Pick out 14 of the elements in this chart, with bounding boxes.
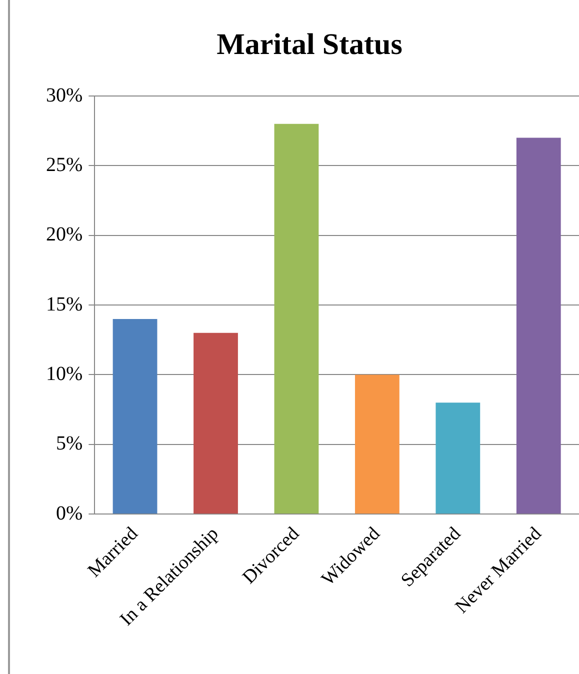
y-tick-label: 0% [56, 502, 83, 524]
y-tick-label: 10% [46, 362, 83, 385]
chart-title: Marital Status [216, 28, 402, 61]
bar [194, 332, 238, 514]
bar [516, 138, 561, 514]
y-tick-label: 15% [46, 293, 83, 316]
bar [274, 124, 319, 514]
y-tick-label: 25% [46, 154, 83, 176]
y-tick-label: 30% [46, 84, 83, 106]
y-tick-label: 20% [46, 224, 83, 246]
bar [436, 402, 480, 514]
bar [112, 318, 158, 514]
bar [354, 374, 400, 514]
y-tick-label: 5% [56, 432, 83, 455]
